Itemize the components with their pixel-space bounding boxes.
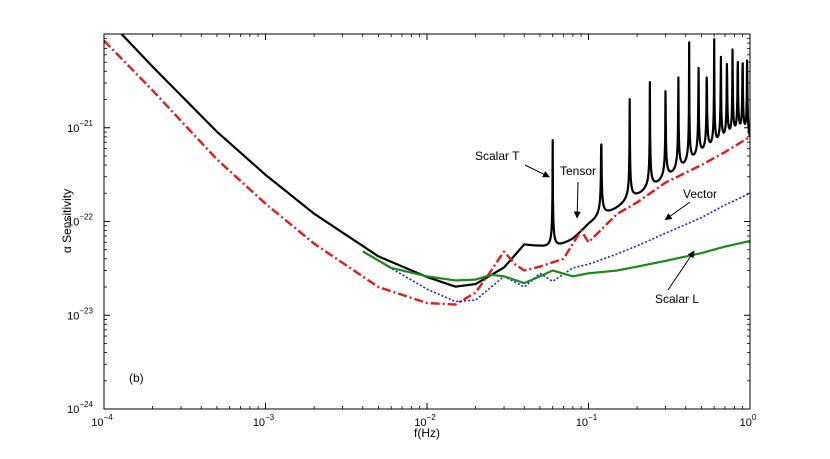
- annotation-arrow-tensor: [573, 181, 581, 219]
- x-tick-label: 10−4: [91, 413, 113, 429]
- series-line-tensor: [104, 39, 750, 306]
- panel-label: (b): [129, 371, 144, 385]
- annotation-arrow-vector: [664, 201, 691, 221]
- plot-background: [104, 34, 750, 409]
- y-axis-label: α Sensitivity: [60, 189, 74, 253]
- x-tick-label: 10−3: [253, 413, 275, 429]
- x-tick-label: 100: [740, 413, 757, 429]
- annotation-label-scalar-t: Scalar T: [475, 149, 520, 163]
- labels-layer: Scalar T Tensor Vector Scalar L: [475, 149, 717, 306]
- annotation-label-vector: Vector: [683, 187, 717, 201]
- y-tick-label: 10−23: [67, 306, 93, 322]
- y-tick-label: 10−21: [67, 119, 93, 135]
- series-layer: [104, 34, 750, 306]
- x-axis-label: f(Hz): [414, 426, 440, 440]
- x-tick-label: 10−1: [576, 413, 598, 429]
- annotation-arrow-scalar-l: [667, 250, 695, 291]
- annotation-label-scalar-l: Scalar L: [655, 292, 699, 306]
- plot-frame: [103, 33, 751, 410]
- series-line-scalar-l: [362, 239, 750, 285]
- annotation-arrow-scalar-t: [524, 164, 550, 178]
- y-tick-label: 10−24: [67, 400, 93, 416]
- annotation-label-tensor: Tensor: [560, 164, 596, 178]
